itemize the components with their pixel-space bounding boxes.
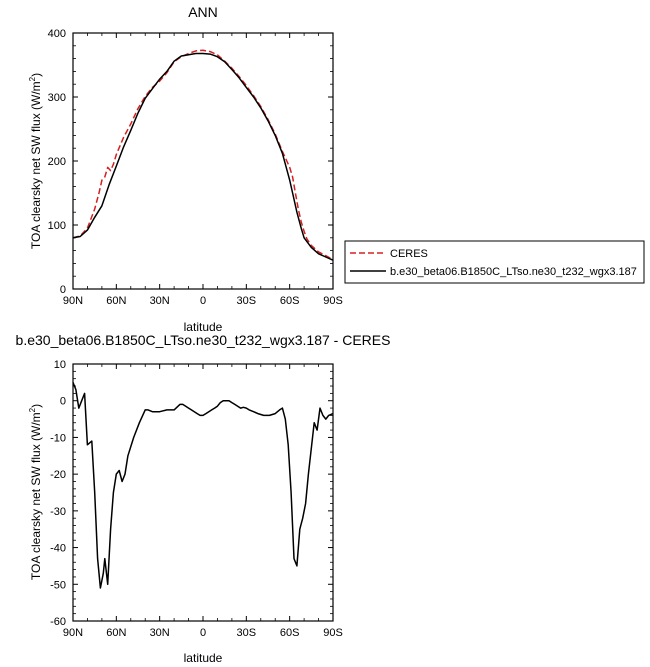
- difference-y-tick-label: -40: [50, 543, 66, 555]
- legend-box: [344, 240, 645, 284]
- flux-x-tick-label: 30N: [150, 295, 170, 307]
- flux-x-tick-label: 90N: [63, 295, 83, 307]
- flux-legend: CERES b.e30_beta06.B1850C_LTso.ne30_t232…: [344, 240, 645, 284]
- difference-y-tick-label: -10: [50, 432, 66, 444]
- legend-label-ceres: CERES: [390, 248, 428, 260]
- flux-y-tick-label: 100: [48, 220, 66, 232]
- flux-x-tick-label: 60N: [106, 295, 126, 307]
- difference-y-tick-label: -60: [50, 616, 66, 628]
- flux-plot-frame: [72, 32, 334, 290]
- difference-chart-title: b.e30_beta06.B1850C_LTso.ne30_t232_wgx3.…: [16, 332, 391, 348]
- difference-y-tick-label: -20: [50, 469, 66, 481]
- difference-x-tick-label: 90S: [323, 627, 343, 639]
- flux-x-tick-label: 0: [200, 295, 206, 307]
- flux-x-tick-label: 30S: [237, 295, 257, 307]
- flux-chart-title: ANN: [188, 4, 218, 20]
- difference-plot-frame: [72, 363, 334, 622]
- flux-x-tick-label: 60S: [280, 295, 300, 307]
- difference-x-tick-label: 60S: [280, 627, 300, 639]
- flux-x-axis-label: latitude: [184, 320, 223, 334]
- difference-panel: b.e30_beta06.B1850C_LTso.ne30_t232_wgx3.…: [16, 332, 391, 665]
- legend-label-model: b.e30_beta06.B1850C_LTso.ne30_t232_wgx3.…: [390, 266, 637, 278]
- flux-y-tick-label: 0: [60, 284, 66, 296]
- difference-x-tick-label: 30N: [150, 627, 170, 639]
- flux-y-axis-label: TOA clearsky net SW flux (W/m2): [28, 73, 43, 249]
- flux-panel: ANN 90N 60N 30N 0 30S 60S 90S 0 100 200 300 400 lat…: [28, 4, 343, 334]
- flux-y-tick-label: 300: [48, 92, 66, 104]
- flux-x-tick-label: 90S: [323, 295, 343, 307]
- difference-x-axis-label: latitude: [184, 651, 223, 665]
- difference-y-axis-label: TOA clearsky net SW flux (W/m2): [28, 404, 43, 580]
- difference-y-tick-label: -50: [50, 579, 66, 591]
- difference-x-tick-label: 60N: [106, 627, 126, 639]
- flux-y-tick-label: 200: [48, 156, 66, 168]
- difference-y-tick-label: -30: [50, 506, 66, 518]
- flux-series-line-model: [72, 52, 334, 261]
- difference-y-tick-label: 10: [54, 359, 66, 371]
- difference-x-tick-label: 30S: [237, 627, 257, 639]
- flux-y-tick-label: 400: [48, 28, 66, 40]
- difference-x-tick-label: 0: [200, 627, 206, 639]
- difference-x-tick-label: 90N: [63, 627, 83, 639]
- flux-series-line-ceres: [72, 49, 334, 261]
- difference-series-line-difference: [72, 382, 334, 589]
- difference-y-tick-label: 0: [60, 396, 66, 408]
